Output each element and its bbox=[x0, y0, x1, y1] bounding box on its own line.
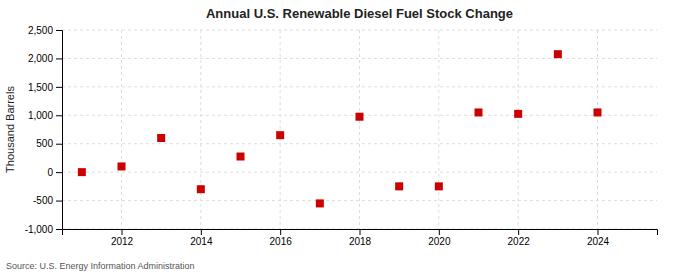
tick-mark bbox=[201, 229, 202, 235]
tick-label: 2,500 bbox=[28, 25, 53, 36]
point bbox=[197, 185, 205, 193]
point bbox=[276, 131, 284, 139]
tick-mark bbox=[56, 30, 62, 31]
point bbox=[157, 134, 165, 142]
grid-line bbox=[62, 172, 657, 173]
point bbox=[594, 108, 602, 116]
tick-mark bbox=[56, 201, 62, 202]
tick-mark bbox=[518, 229, 519, 235]
point bbox=[356, 113, 364, 121]
point bbox=[514, 110, 522, 118]
tick-mark bbox=[56, 144, 62, 145]
tick-mark bbox=[56, 229, 62, 230]
tick: -1,000 bbox=[25, 224, 62, 235]
tick-label: -500 bbox=[33, 195, 53, 206]
tick: 2,500 bbox=[28, 25, 62, 36]
source: Source: U.S. Energy Information Administ… bbox=[6, 261, 195, 271]
tick-label: 2016 bbox=[270, 236, 293, 247]
tick-mark bbox=[56, 87, 62, 88]
tick-label: -1,000 bbox=[25, 224, 54, 235]
tick-label: 1,500 bbox=[28, 82, 53, 93]
tick: 2020 bbox=[428, 229, 451, 247]
tick-label: 2018 bbox=[349, 236, 372, 247]
tick-mark bbox=[56, 172, 62, 173]
point bbox=[316, 199, 324, 207]
tick-mark bbox=[122, 229, 123, 235]
tick-label: 0 bbox=[47, 167, 53, 178]
grid-line bbox=[62, 58, 657, 59]
point bbox=[435, 182, 443, 190]
tick-label: 2024 bbox=[587, 236, 610, 247]
point bbox=[395, 182, 403, 190]
grid-line bbox=[518, 30, 519, 229]
point bbox=[118, 162, 126, 170]
tick-label: 2012 bbox=[111, 236, 134, 247]
grid-line bbox=[438, 30, 439, 229]
axis-line bbox=[63, 230, 658, 236]
tick: -500 bbox=[33, 195, 62, 206]
tick: 2022 bbox=[508, 229, 531, 247]
tick-mark bbox=[360, 229, 361, 235]
point bbox=[554, 50, 562, 58]
tick: 2014 bbox=[190, 229, 213, 247]
points bbox=[78, 50, 602, 207]
chart: 2012 2014 2016 2018 2020 2022 2024 -1,000 -500 0 5… bbox=[0, 0, 675, 275]
point bbox=[475, 108, 483, 116]
grid bbox=[62, 30, 657, 229]
tick-mark bbox=[280, 229, 281, 235]
tick: 0 bbox=[47, 167, 62, 178]
tick-label: 1,000 bbox=[28, 110, 53, 121]
tick: 2016 bbox=[270, 229, 293, 247]
tick-mark bbox=[598, 229, 599, 235]
tick: 500 bbox=[36, 138, 62, 149]
tick-label: 2,000 bbox=[28, 53, 53, 64]
tick: 2012 bbox=[111, 229, 134, 247]
tick: 1,000 bbox=[28, 110, 62, 121]
tick-mark bbox=[439, 229, 440, 235]
grid-line bbox=[359, 30, 360, 229]
tick-label: 500 bbox=[36, 138, 53, 149]
axis-line bbox=[56, 31, 63, 230]
grid-line bbox=[597, 30, 598, 229]
grid-line bbox=[280, 30, 281, 229]
plot-area: 2012 2014 2016 2018 2020 2022 2024 -1,000 -500 0 5… bbox=[25, 25, 658, 247]
grid-line bbox=[121, 30, 122, 229]
title: Annual U.S. Renewable Diesel Fuel Stock … bbox=[206, 6, 513, 21]
point bbox=[78, 168, 86, 176]
tick-mark bbox=[56, 115, 62, 116]
tick-label: 2014 bbox=[190, 236, 213, 247]
tick-label: 2020 bbox=[428, 236, 451, 247]
tick-mark bbox=[56, 58, 62, 59]
grid-line bbox=[200, 30, 201, 229]
point bbox=[237, 153, 245, 161]
y-axis: -1,000 -500 0 500 1,000 1,500 2,000 2,500 bbox=[25, 25, 63, 235]
y-axis-title: Thousand Barrels bbox=[4, 86, 16, 173]
x-axis: 2012 2014 2016 2018 2020 2022 2024 bbox=[63, 229, 658, 247]
tick-label: 2022 bbox=[508, 236, 531, 247]
tick: 2,000 bbox=[28, 53, 62, 64]
tick: 1,500 bbox=[28, 82, 62, 93]
tick: 2024 bbox=[587, 229, 610, 247]
tick: 2018 bbox=[349, 229, 372, 247]
